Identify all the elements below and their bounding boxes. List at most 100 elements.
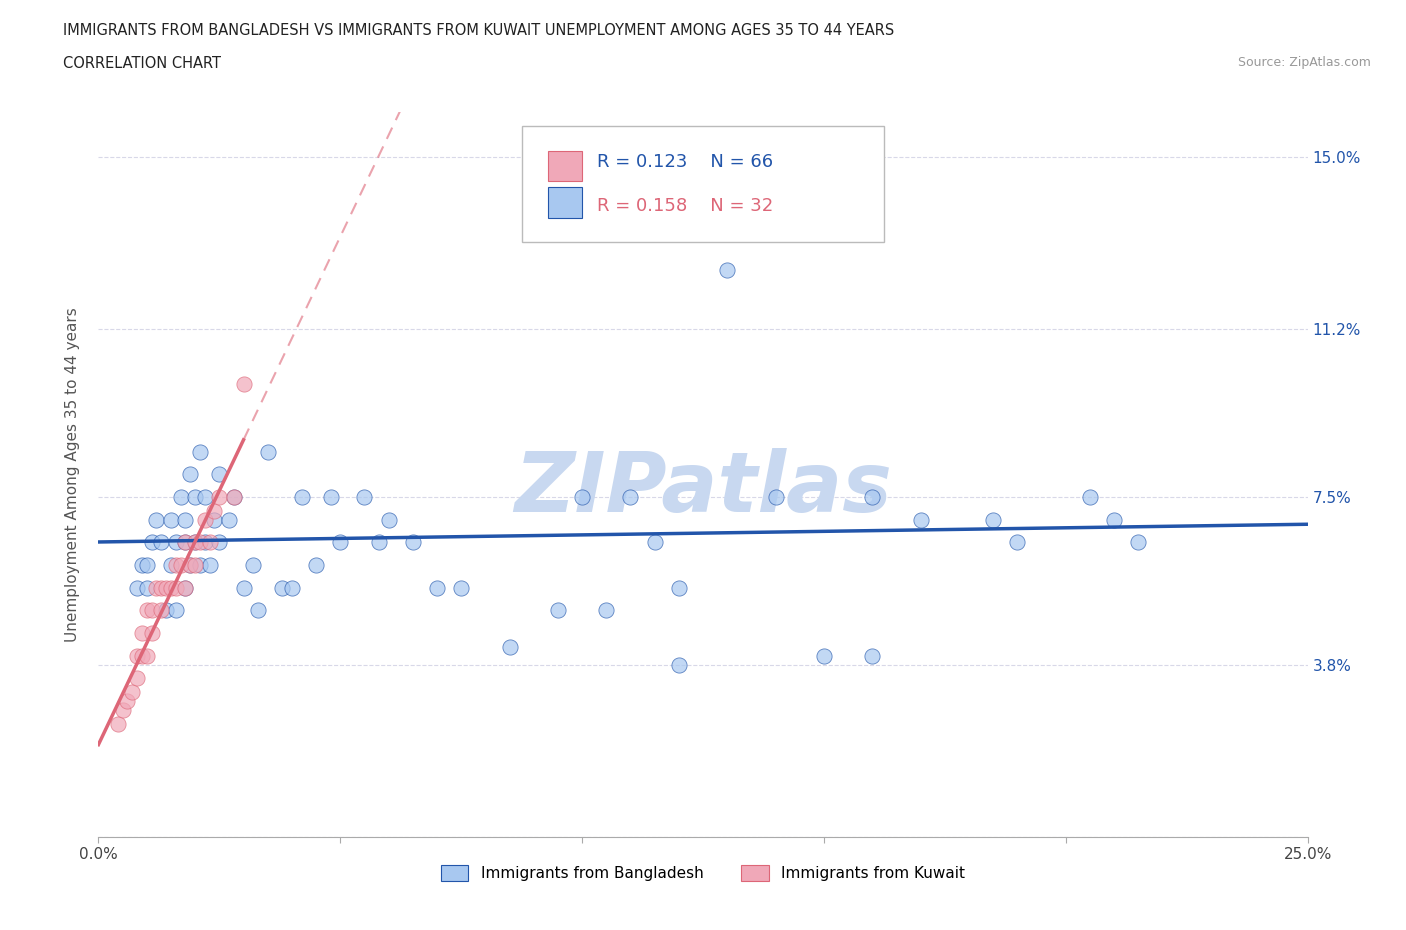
Point xyxy=(141,535,163,550)
Point xyxy=(135,648,157,663)
Point xyxy=(188,445,211,459)
Point xyxy=(222,489,245,504)
Point xyxy=(1078,489,1101,504)
Point xyxy=(281,580,304,595)
Point xyxy=(547,603,569,618)
Point xyxy=(174,512,197,527)
Point xyxy=(1007,535,1029,550)
Point xyxy=(290,489,312,504)
Text: R = 0.158    N = 32: R = 0.158 N = 32 xyxy=(596,197,773,216)
Point xyxy=(232,580,254,595)
Point xyxy=(135,558,157,573)
Point xyxy=(523,172,546,187)
Point xyxy=(1128,535,1150,550)
Point xyxy=(184,558,207,573)
Point xyxy=(121,684,143,699)
Point xyxy=(198,535,221,550)
Point xyxy=(377,512,399,527)
Point xyxy=(319,489,342,504)
Point xyxy=(179,558,201,573)
Point xyxy=(860,489,883,504)
Point xyxy=(242,558,264,573)
Point xyxy=(256,445,278,459)
Point xyxy=(198,558,221,573)
Point xyxy=(204,503,226,518)
FancyBboxPatch shape xyxy=(548,187,582,218)
Point xyxy=(1102,512,1125,527)
Point xyxy=(165,603,187,618)
Point xyxy=(174,535,197,550)
Point xyxy=(194,489,217,504)
Legend: Immigrants from Bangladesh, Immigrants from Kuwait: Immigrants from Bangladesh, Immigrants f… xyxy=(434,859,972,887)
Point xyxy=(188,558,211,573)
Point xyxy=(165,558,187,573)
Y-axis label: Unemployment Among Ages 35 to 44 years: Unemployment Among Ages 35 to 44 years xyxy=(65,307,80,642)
Point xyxy=(150,603,173,618)
Point xyxy=(135,580,157,595)
Point xyxy=(169,558,191,573)
Point xyxy=(141,603,163,618)
Point xyxy=(150,580,173,595)
Point xyxy=(179,558,201,573)
Point xyxy=(208,467,231,482)
Point xyxy=(644,535,666,550)
Point xyxy=(860,648,883,663)
Point xyxy=(169,489,191,504)
Point xyxy=(813,648,835,663)
Point xyxy=(155,603,177,618)
Point xyxy=(668,580,690,595)
Point xyxy=(208,535,231,550)
Point xyxy=(305,558,328,573)
Point xyxy=(111,703,134,718)
Point xyxy=(117,694,139,709)
Point xyxy=(174,535,197,550)
Point xyxy=(247,603,270,618)
Point xyxy=(619,489,641,504)
Text: Source: ZipAtlas.com: Source: ZipAtlas.com xyxy=(1237,56,1371,69)
Point xyxy=(160,580,183,595)
Point xyxy=(107,716,129,731)
Point xyxy=(353,489,375,504)
Point xyxy=(145,512,167,527)
Point xyxy=(127,580,149,595)
Point xyxy=(145,580,167,595)
Point xyxy=(131,558,153,573)
Point xyxy=(141,626,163,641)
Point xyxy=(450,580,472,595)
Point xyxy=(160,512,183,527)
Point xyxy=(910,512,932,527)
Point xyxy=(218,512,240,527)
Point xyxy=(498,639,520,654)
Point xyxy=(271,580,294,595)
Point xyxy=(194,535,217,550)
Text: ZIPatlas: ZIPatlas xyxy=(515,448,891,529)
Text: R = 0.123    N = 66: R = 0.123 N = 66 xyxy=(596,153,773,171)
Point xyxy=(127,671,149,685)
Point xyxy=(208,489,231,504)
Point xyxy=(131,648,153,663)
Point xyxy=(571,489,593,504)
Point xyxy=(135,603,157,618)
Point xyxy=(184,535,207,550)
Text: IMMIGRANTS FROM BANGLADESH VS IMMIGRANTS FROM KUWAIT UNEMPLOYMENT AMONG AGES 35 : IMMIGRANTS FROM BANGLADESH VS IMMIGRANTS… xyxy=(63,23,894,38)
Point xyxy=(716,263,738,278)
Point xyxy=(595,603,617,618)
Point xyxy=(184,489,207,504)
Point xyxy=(981,512,1004,527)
Point xyxy=(222,489,245,504)
Point xyxy=(329,535,352,550)
Point xyxy=(184,535,207,550)
Point xyxy=(204,512,226,527)
Point xyxy=(174,580,197,595)
Point xyxy=(155,580,177,595)
FancyBboxPatch shape xyxy=(522,126,884,242)
Point xyxy=(165,535,187,550)
Point xyxy=(165,580,187,595)
Point xyxy=(194,512,217,527)
Point xyxy=(127,648,149,663)
Point xyxy=(150,535,173,550)
Point xyxy=(368,535,391,550)
Point xyxy=(160,558,183,573)
Point xyxy=(765,489,787,504)
Point xyxy=(179,467,201,482)
